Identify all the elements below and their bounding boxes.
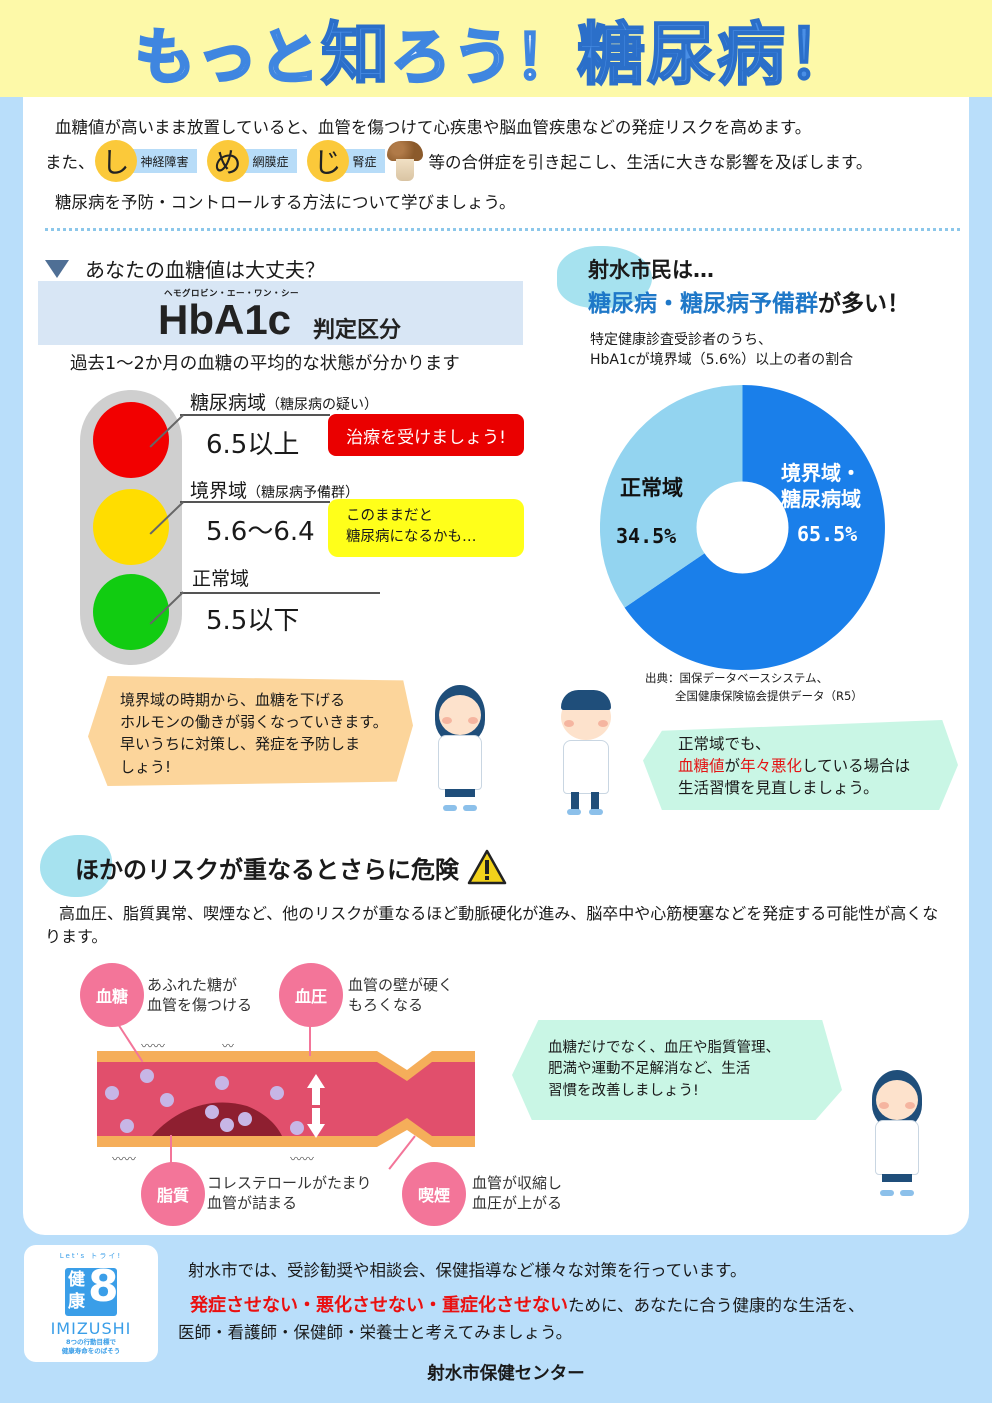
data-source: 出典：国保データベースシステム、 全国健康保険協会提供データ（R5） — [645, 671, 863, 704]
hba1c-ruby: ヘモグロビン・エー・ワン・シー — [164, 289, 300, 299]
kenko8-imizushi-logo: Let's トライ! 健康 8 IMIZUSHI 8つの行動目標で 健康寿命をのば… — [24, 1245, 158, 1362]
imizu-description: 特定健康診査受診者のうち、 HbA1cが境界域（5.6%）以上の者の割合 — [590, 332, 854, 369]
factor-smoking-text: 血管が収縮し 血圧が上がる — [472, 1174, 563, 1213]
hba1c-title-box — [38, 281, 523, 345]
wavy-line-icon: 〰〰 — [290, 1152, 315, 1166]
male-doctor-illustration — [553, 688, 633, 816]
section-divider — [45, 228, 960, 231]
level-line — [180, 414, 330, 416]
complication-nephropathy: じ 腎症 — [306, 140, 385, 182]
hba1c-description: 過去1～2か月の血糖の平均的な状態が分かります — [70, 354, 460, 374]
imizu-heading-1: 射水市民は… — [588, 258, 714, 282]
female-doctor-illustration — [862, 1070, 932, 1200]
donut-value-major: 65.5% — [797, 522, 858, 546]
risk-heading: ほかのリスクが重なるとさらに危険 — [75, 849, 507, 885]
speech-bubble-mint-2-text: 血糖だけでなく、血圧や脂質管理、 肥満や運動不足解消など、生活 習慣を改善しまし… — [548, 1040, 780, 1099]
level-borderline-label: 境界域（糖尿病予備群） — [190, 480, 360, 502]
factor-lipid-text: コレステロールがたまり 血管が詰まる — [207, 1174, 372, 1213]
intro-text-2: また、 し 神経障害 め 網膜症 じ 腎症 等の合併症を引き起こし、生活に大きな… — [45, 140, 872, 182]
speech-bubble-orange — [88, 676, 413, 786]
level-line — [180, 501, 330, 503]
speech-bubble-orange-text: 境界域の時期から、血糖を下げる ホルモンの働きが弱くなっていきます。 早いうちに… — [120, 691, 388, 776]
factor-blood-sugar-badge: 血糖 — [80, 963, 144, 1027]
female-doctor-illustration — [425, 685, 495, 815]
wavy-line-icon: 〰〰 — [112, 1152, 137, 1166]
footer-text-1: 射水市では、受診勧奨や相談会、保健指導など様々な対策を行っています。 — [188, 1261, 747, 1280]
level-line — [180, 592, 380, 594]
complication-retinopathy: め 網膜症 — [206, 140, 297, 182]
hba1c-subtitle: 判定区分 — [313, 318, 402, 343]
enoki-mushroom-icon — [386, 141, 423, 181]
factor-blood-pressure-text: 血管の壁が硬く もろくなる — [348, 976, 454, 1015]
imizu-heading-2: 糖尿病・糖尿病予備群が多い！ — [588, 291, 910, 317]
level-normal-label: 正常域 — [192, 568, 250, 590]
wavy-line-icon: 〰 — [222, 1039, 235, 1053]
donut-value-minor: 34.5% — [616, 524, 677, 548]
blood-vessel-illustration — [97, 1048, 475, 1150]
speech-bubble-mint — [643, 720, 958, 810]
intro-text-1: 血糖値が高いまま放置していると、血管を傷つけて心疾患や脳血管疾患などの発症リスク… — [55, 118, 812, 137]
hba1c-title: HbA1c — [158, 296, 292, 343]
decorative-blob — [40, 835, 112, 897]
title-banner: もっと知ろう！糖尿病！ — [0, 0, 992, 97]
organization-name: 射水市保健センター — [427, 1364, 585, 1384]
donut-chart — [599, 384, 885, 670]
donut-label-major: 境界域・ 糖尿病域 — [781, 461, 861, 511]
donut-label-minor: 正常域 — [620, 476, 683, 500]
decorative-blob — [557, 246, 652, 308]
warning-badge: このままだと 糖尿病になるかも… — [328, 499, 524, 557]
green-light-icon — [93, 574, 169, 650]
factor-blood-pressure-badge: 血圧 — [279, 963, 343, 1027]
footer-text-2: 発症させない・悪化させない・重症化させないために、あなたに合う健康的な生活を、 — [190, 1295, 865, 1316]
intro-text-3: 糖尿病を予防・コントロールする方法について学びましょう。 — [55, 193, 516, 212]
factor-smoking-badge: 喫煙 — [402, 1162, 466, 1226]
treatment-badge: 治療を受けましょう! — [328, 414, 524, 456]
speech-bubble-mint-text: 正常域でも、 血糖値が年々悪化している場合は 生活習慣を見直しましょう。 — [678, 735, 911, 797]
level-borderline-value: 5.6～6.4 — [206, 517, 315, 547]
slice-normal — [599, 384, 743, 608]
factor-lipid-badge: 脂質 — [141, 1162, 205, 1226]
section-heading-blood-sugar: あなたの血糖値は大丈夫？ — [45, 254, 325, 283]
complication-neuropathy: し 神経障害 — [94, 140, 197, 182]
level-normal-value: 5.5以下 — [206, 606, 300, 636]
level-diabetes-label: 糖尿病域（糖尿病の疑い） — [190, 392, 379, 414]
triangle-down-icon — [45, 259, 69, 278]
level-diabetes-value: 6.5以上 — [206, 430, 300, 460]
warning-icon — [467, 849, 507, 885]
speech-bubble-mint-2 — [512, 1020, 842, 1120]
risk-description: 高血圧、脂質異常、喫煙など、他のリスクが重なるほど動脈硬化が進み、脳卒中や心筋梗… — [45, 904, 939, 946]
factor-blood-sugar-text: あふれた糖が 血管を傷つける — [147, 976, 253, 1015]
footer-text-3: 医師・看護師・保健師・栄養士と考えてみましょう。 — [178, 1323, 573, 1342]
page-title: もっと知ろう！糖尿病！ — [133, 15, 858, 96]
wavy-line-icon: 〰〰 — [141, 1039, 166, 1053]
